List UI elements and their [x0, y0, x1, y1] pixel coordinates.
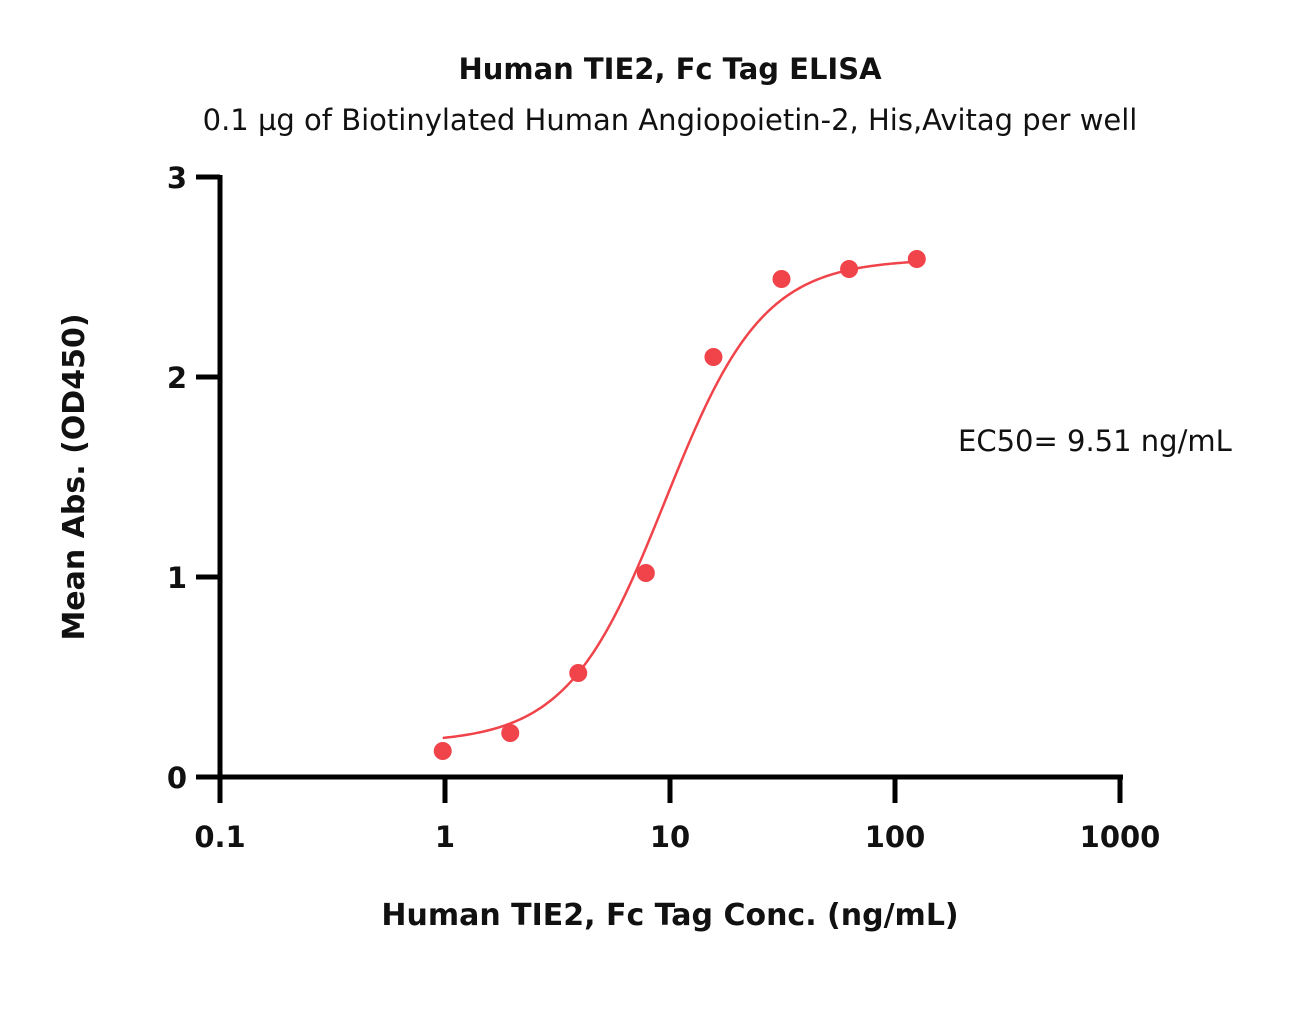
fit-curve	[442, 260, 917, 740]
data-point	[569, 664, 588, 682]
data-point	[840, 260, 859, 278]
data-point	[704, 348, 723, 366]
y-tick-label: 2	[167, 361, 187, 395]
axes	[217, 175, 1123, 780]
data-point	[501, 724, 520, 742]
x-axis-label: Human TIE2, Fc Tag Conc. (ng/mL)	[381, 898, 958, 933]
x-tick-label: 100	[865, 820, 926, 854]
y-axis-label: Mean Abs. (OD450)	[57, 313, 92, 640]
chart-title: Human TIE2, Fc Tag ELISA	[458, 52, 882, 86]
data-point	[772, 270, 791, 288]
ec50-annotation: EC50= 9.51 ng/mL	[958, 424, 1232, 458]
x-tick-label: 10	[650, 820, 690, 854]
chart-subtitle: 0.1 µg of Biotinylated Human Angiopoieti…	[203, 103, 1138, 137]
y-tick-label: 0	[167, 761, 187, 795]
data-points	[433, 250, 926, 760]
data-point	[636, 564, 655, 582]
y-ticks: 0 1 2 3	[167, 161, 220, 795]
x-tick-label: 0.1	[194, 820, 245, 854]
data-point	[907, 250, 926, 268]
x-ticks: 0.1 1 10 100 1000	[194, 777, 1160, 854]
data-point	[433, 742, 452, 760]
y-tick-label: 3	[167, 161, 187, 195]
x-tick-label: 1000	[1080, 820, 1161, 854]
x-tick-label: 1	[435, 820, 455, 854]
y-tick-label: 1	[167, 561, 187, 595]
